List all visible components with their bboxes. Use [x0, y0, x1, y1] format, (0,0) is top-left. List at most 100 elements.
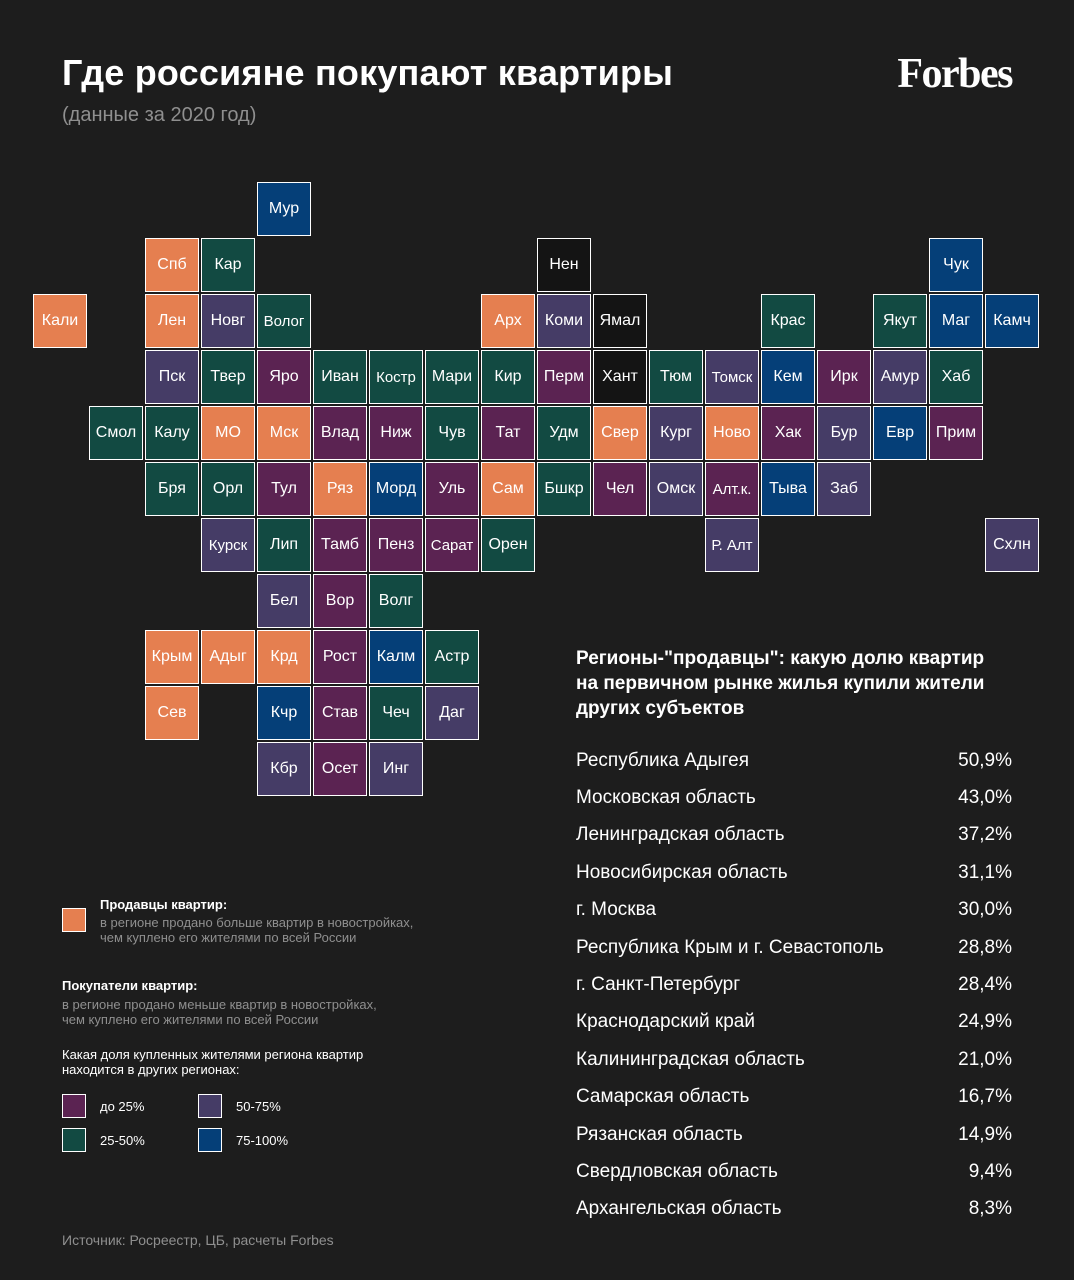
region-tile: Ямал — [593, 294, 647, 348]
sellers-title-line3: других субъектов — [576, 698, 745, 719]
region-tile: Маг — [929, 294, 983, 348]
region-tile: Бшкр — [537, 462, 591, 516]
sellers-row-region: г. Санкт-Петербург — [576, 974, 741, 996]
region-tile: Бря — [145, 462, 199, 516]
legend-swatch-50-75 — [198, 1094, 222, 1118]
region-tile: Коми — [537, 294, 591, 348]
region-tile: Нен — [537, 238, 591, 292]
region-tile: Калм — [369, 630, 423, 684]
region-tile: Камч — [985, 294, 1039, 348]
sellers-row-region: Рязанская область — [576, 1123, 743, 1145]
region-tile: Чеч — [369, 686, 423, 740]
sellers-row-region: Архангельская область — [576, 1198, 782, 1220]
region-tile: Орл — [201, 462, 255, 516]
sellers-row-value: 31,1% — [958, 861, 1012, 883]
region-tile: Удм — [537, 406, 591, 460]
region-tile: Алт.к. — [705, 462, 759, 516]
forbes-logo: Forbes — [897, 51, 1013, 97]
legend-buyers-line1: в регионе продано меньше квартир в новос… — [62, 997, 377, 1012]
region-tile: Тат — [481, 406, 535, 460]
region-tile: Арх — [481, 294, 535, 348]
sellers-title-line1: Регионы-"продавцы": какую долю квартир — [576, 648, 985, 669]
region-tile: Яро — [257, 350, 311, 404]
region-tile: Чук — [929, 238, 983, 292]
region-tile: Лен — [145, 294, 199, 348]
region-tile: Адыг — [201, 630, 255, 684]
sellers-row: Новосибирская область 31,1% — [576, 854, 1012, 891]
region-tile: Бел — [257, 574, 311, 628]
legend-share-line2: находится в других регионах: — [62, 1062, 240, 1077]
legend-swatch-25-50 — [62, 1128, 86, 1152]
region-tile: МО — [201, 406, 255, 460]
sellers-row: Калининградская область 21,0% — [576, 1041, 1012, 1078]
legend-sellers-title: Продавцы квартир: — [100, 897, 228, 912]
sellers-row-value: 21,0% — [958, 1048, 1012, 1070]
legend-share-line1: Какая доля купленных жителями региона кв… — [62, 1047, 364, 1062]
region-tile: Волг — [369, 574, 423, 628]
sellers-row-region: Калининградская область — [576, 1048, 805, 1070]
region-tile-map: Мур Спб Кар Нен Чук Кали Лен Новг Волог Арх Коми Ям… — [33, 182, 1039, 796]
legend-swatch-75-100 — [198, 1128, 222, 1152]
region-tile: Крым — [145, 630, 199, 684]
sellers-row-value: 50,9% — [958, 749, 1012, 771]
region-tile: Хак — [761, 406, 815, 460]
sellers-row: Республика Крым и г. Севастополь 28,8% — [576, 929, 1012, 966]
region-tile: Схлн — [985, 518, 1039, 572]
region-tile: Мур — [257, 182, 311, 236]
sellers-row: г. Санкт-Петербург 28,4% — [576, 966, 1012, 1003]
sellers-row-region: Республика Крым и г. Севастополь — [576, 936, 884, 958]
region-tile: Тамб — [313, 518, 367, 572]
sellers-row: Ленинградская область 37,2% — [576, 817, 1012, 854]
region-tile: Мск — [257, 406, 311, 460]
region-tile: Спб — [145, 238, 199, 292]
region-tile: Волог — [257, 294, 311, 348]
region-tile: Курск — [201, 518, 255, 572]
sellers-row-region: Самарская область — [576, 1086, 750, 1108]
legend-buyers-title: Покупатели квартир: — [62, 978, 198, 993]
sellers-row: Самарская область 16,7% — [576, 1079, 1012, 1116]
region-tile: Бур — [817, 406, 871, 460]
sellers-row-region: г. Москва — [576, 899, 657, 921]
region-tile: Вор — [313, 574, 367, 628]
sellers-panel-title: Регионы-"продавцы": какую долю квартир н… — [576, 646, 1016, 721]
region-tile: Кир — [481, 350, 535, 404]
sellers-title-line2: на первичном рынке жилья купили жители — [576, 673, 985, 694]
sellers-row: Рязанская область 14,9% — [576, 1116, 1012, 1153]
region-tile: Ирк — [817, 350, 871, 404]
region-tile: Иван — [313, 350, 367, 404]
legend-label-50-75: 50-75% — [236, 1099, 281, 1114]
region-tile: Чув — [425, 406, 479, 460]
legend-label-75-100: 75-100% — [236, 1133, 289, 1148]
region-tile: Сев — [145, 686, 199, 740]
region-tile: Пенз — [369, 518, 423, 572]
sellers-row-value: 8,3% — [968, 1198, 1012, 1220]
region-tile: Р. Алт — [705, 518, 759, 572]
region-tile: Твер — [201, 350, 255, 404]
region-tile: Астр — [425, 630, 479, 684]
sellers-list: Республика Адыгея 50,9% Московская область… — [576, 742, 1012, 1228]
sellers-row-value: 37,2% — [958, 824, 1012, 846]
page-subtitle: (данные за 2020 год) — [62, 104, 257, 126]
sellers-row-region: Республика Адыгея — [576, 749, 749, 771]
region-tile: Осет — [313, 742, 367, 796]
region-tile: Став — [313, 686, 367, 740]
region-tile: Сам — [481, 462, 535, 516]
region-tile: Ниж — [369, 406, 423, 460]
region-tile: Орен — [481, 518, 535, 572]
sellers-row-region: Новосибирская область — [576, 861, 788, 883]
sellers-row-value: 30,0% — [958, 899, 1012, 921]
sellers-row: Московская область 43,0% — [576, 779, 1012, 816]
legend-sellers-line2: чем куплено его жителями по всей России — [100, 930, 357, 945]
region-tile: Мари — [425, 350, 479, 404]
region-tile: Кар — [201, 238, 255, 292]
region-tile: Амур — [873, 350, 927, 404]
region-tile: Хант — [593, 350, 647, 404]
region-tile: Лип — [257, 518, 311, 572]
region-tile: Евр — [873, 406, 927, 460]
region-tile: Смол — [89, 406, 143, 460]
region-tile: Кбр — [257, 742, 311, 796]
source-note: Источник: Росреестр, ЦБ, расчеты Forbes — [62, 1232, 334, 1248]
region-tile: Кали — [33, 294, 87, 348]
region-tile: Хаб — [929, 350, 983, 404]
legend-label-25-50: 25-50% — [100, 1133, 145, 1148]
